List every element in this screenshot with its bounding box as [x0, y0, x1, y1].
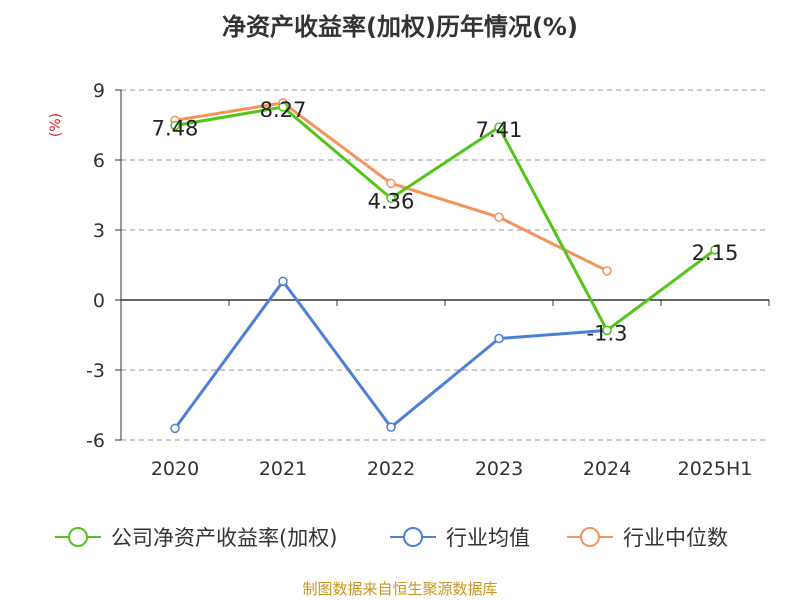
x-tick-label: 2022 [367, 458, 415, 480]
data-point [386, 422, 396, 432]
data-point [170, 120, 180, 131]
chart-title: 净资产收益率(加权)历年情况(%) [222, 13, 578, 41]
y-tick-label: 9 [93, 80, 105, 102]
data-point [278, 276, 288, 287]
legend-label: 公司净资产收益率(加权) [111, 526, 337, 550]
data-labels: 7.48 8.27 4.36 7.41 -1.3 2.15 [152, 98, 739, 345]
y-axis-label: (%) [48, 113, 64, 137]
data-point [710, 245, 720, 255]
data-label: 7.41 [476, 118, 523, 142]
y-tick-label: 0 [93, 290, 105, 312]
y-tick-label: 3 [93, 220, 105, 242]
legend-item[interactable]: 公司净资产收益率(加权) [55, 526, 337, 550]
data-point [494, 333, 504, 344]
data-point [602, 325, 612, 336]
data-label: 4.36 [368, 189, 415, 213]
legend-item[interactable]: 行业均值 [390, 526, 530, 550]
source-note: 制图数据来自恒生聚源数据库 [302, 580, 497, 598]
series-line [174, 105, 716, 332]
data-point [386, 178, 396, 189]
legend-marker [403, 527, 423, 547]
x-tick-label: 2021 [259, 458, 307, 480]
series-line [173, 279, 608, 430]
legend-label: 行业中位数 [623, 526, 728, 550]
data-point [494, 122, 504, 132]
data-label: 2.15 [692, 241, 739, 265]
x-tick-label: 2025H1 [678, 458, 753, 480]
x-tick-label: 2023 [475, 458, 523, 480]
x-tick-label: 2024 [583, 458, 631, 480]
axes: 9 6 3 0 -3 -6 2020 2021 2022 2023 2024 2025H1 [86, 80, 770, 480]
legend-marker [580, 527, 600, 547]
series-layer [170, 98, 720, 434]
data-point [494, 212, 504, 222]
data-label: -1.3 [587, 321, 628, 345]
legend-item[interactable]: 行业中位数 [567, 526, 728, 550]
gridlines [121, 89, 769, 441]
y-tick-label: -6 [86, 430, 105, 452]
data-point [602, 266, 612, 276]
y-tick-label: -3 [86, 360, 105, 382]
y-tick-label: 6 [93, 150, 105, 172]
data-point [386, 193, 396, 204]
legend-marker [68, 527, 88, 547]
legend-label: 行业均值 [446, 526, 530, 550]
data-point [170, 423, 180, 434]
data-label: 7.48 [152, 116, 199, 140]
legend[interactable]: 公司净资产收益率(加权) 行业均值 行业中位数 [55, 526, 728, 550]
data-point [278, 102, 288, 112]
data-label: 8.27 [260, 98, 307, 122]
x-tick-label: 2020 [151, 458, 199, 480]
